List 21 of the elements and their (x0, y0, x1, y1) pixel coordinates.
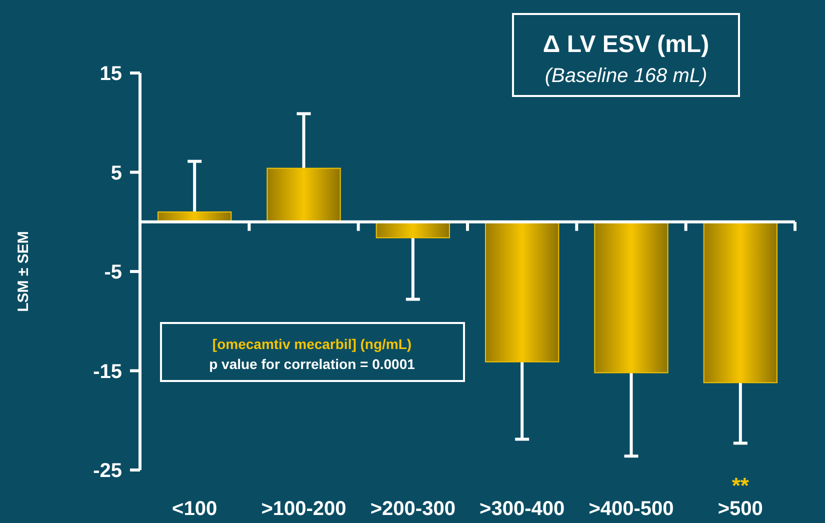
text: ** (732, 473, 750, 498)
annotation: p value for correlation = 0.0001 (209, 356, 416, 372)
bar (485, 221, 560, 362)
chart-subtitle: (Baseline 168 mL) (544, 65, 708, 87)
x-tick-label: <100 (172, 498, 218, 520)
chart-title: Δ LV ESV (mL) (542, 31, 710, 58)
y-axis-title: LSM ± SEM (15, 231, 32, 312)
y-tick-label: -25 (93, 460, 122, 482)
bar (266, 168, 341, 222)
bar (594, 221, 668, 374)
x-tick-label: >200-300 (370, 498, 456, 520)
y-tick-label: 5 (110, 162, 122, 184)
annotation: [omecamtiv mecarbil] (ng/mL) (212, 336, 412, 352)
y-tick-label: -15 (93, 360, 122, 383)
x-tick-label: >100-200 (261, 498, 346, 520)
x-tick-label: >400-500 (588, 498, 674, 520)
bar (703, 221, 778, 384)
x-tick-label: >500 (718, 498, 763, 520)
y-tick-label: 15 (100, 63, 122, 85)
y-tick-label: -5 (104, 262, 122, 284)
x-tick-label: >300-400 (480, 498, 565, 520)
